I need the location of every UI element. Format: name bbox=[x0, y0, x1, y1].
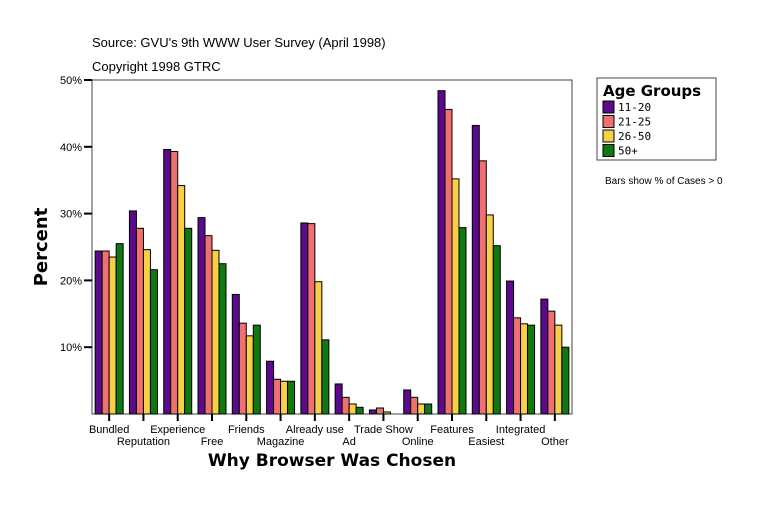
bar-other-11-20 bbox=[540, 298, 549, 415]
legend-swatch-21-25 bbox=[602, 115, 615, 128]
bar-already-use-26-50 bbox=[314, 281, 323, 415]
bar-reputation-50+ bbox=[149, 269, 158, 415]
bar-integrated-26-50 bbox=[520, 323, 529, 415]
bar-online-11-20 bbox=[403, 389, 412, 415]
x-axis-label: Why Browser Was Chosen bbox=[208, 451, 456, 471]
bar-features-26-50 bbox=[451, 178, 460, 415]
copyright-text: Copyright 1998 GTRC bbox=[92, 59, 221, 74]
bar-friends-26-50 bbox=[245, 335, 254, 415]
bar-features-50+ bbox=[458, 227, 467, 415]
bar-bundled-21-25 bbox=[101, 250, 110, 415]
y-axis-label: Percent bbox=[31, 207, 52, 286]
bar-easiest-11-20 bbox=[471, 124, 480, 415]
bar-online-21-25 bbox=[410, 396, 419, 415]
legend-swatch-50+ bbox=[602, 144, 615, 157]
bar-features-11-20 bbox=[437, 90, 446, 415]
bar-experience-11-20 bbox=[163, 148, 172, 415]
y-tick-label: 40% bbox=[60, 142, 82, 154]
y-tick-label: 20% bbox=[60, 275, 82, 287]
source-text: Source: GVU's 9th WWW User Survey (April… bbox=[92, 35, 386, 50]
bar-experience-26-50 bbox=[177, 185, 186, 415]
legend-label: 11-20 bbox=[618, 101, 651, 114]
bar-reputation-26-50 bbox=[142, 249, 151, 415]
y-tick-label: 50% bbox=[60, 75, 82, 87]
bar-online-50+ bbox=[424, 403, 433, 415]
y-tick-label: 30% bbox=[60, 209, 82, 221]
bar-ad-26-50 bbox=[348, 403, 357, 415]
x-tick-label: Trade Show bbox=[354, 424, 413, 436]
bar-other-26-50 bbox=[554, 324, 563, 415]
bar-friends-21-25 bbox=[238, 322, 247, 415]
bar-magazine-11-20 bbox=[266, 360, 275, 415]
bar-other-50+ bbox=[561, 346, 570, 415]
x-tick-label: Experience bbox=[150, 424, 205, 436]
bar-features-21-25 bbox=[444, 108, 453, 415]
legend-swatch-11-20 bbox=[602, 100, 615, 114]
y-tick-label: 10% bbox=[60, 342, 82, 354]
bar-magazine-21-25 bbox=[273, 378, 282, 415]
bar-other-21-25 bbox=[547, 310, 556, 415]
bar-integrated-21-25 bbox=[513, 317, 522, 415]
bar-easiest-26-50 bbox=[485, 214, 494, 415]
x-tick-label: Magazine bbox=[257, 436, 305, 448]
x-tick-label: Friends bbox=[228, 424, 265, 436]
bar-friends-11-20 bbox=[231, 293, 240, 415]
bar-magazine-26-50 bbox=[280, 380, 289, 415]
bar-trade-show-11-20 bbox=[368, 409, 377, 415]
plot-area bbox=[91, 79, 573, 415]
bar-free-11-20 bbox=[197, 217, 206, 415]
bar-magazine-50+ bbox=[287, 380, 296, 415]
legend-box bbox=[596, 77, 717, 161]
x-tick-label: Features bbox=[430, 424, 474, 436]
bar-free-50+ bbox=[218, 263, 227, 415]
bar-bundled-11-20 bbox=[94, 250, 103, 415]
bar-ad-21-25 bbox=[341, 396, 350, 415]
bar-easiest-21-25 bbox=[478, 160, 487, 415]
bar-easiest-50+ bbox=[492, 245, 501, 415]
x-tick-label: Easiest bbox=[468, 436, 504, 448]
x-tick-label: Already use bbox=[286, 424, 344, 436]
x-tick-label: Ad bbox=[342, 436, 355, 448]
x-tick-label: Other bbox=[541, 436, 569, 448]
bar-integrated-11-20 bbox=[506, 280, 515, 415]
legend-label: 26-50 bbox=[618, 130, 651, 143]
bar-experience-50+ bbox=[184, 227, 193, 415]
legend-swatch-26-50 bbox=[602, 129, 615, 143]
bar-friends-50+ bbox=[252, 324, 261, 415]
bar-integrated-50+ bbox=[527, 324, 536, 415]
bar-bundled-26-50 bbox=[108, 256, 117, 415]
bar-free-21-25 bbox=[204, 235, 213, 415]
bar-already-use-21-25 bbox=[307, 223, 316, 415]
legend-label: 21-25 bbox=[618, 116, 651, 129]
x-tick-label: Integrated bbox=[496, 424, 546, 436]
bar-experience-21-25 bbox=[170, 150, 179, 415]
bar-bundled-50+ bbox=[115, 243, 124, 415]
bar-already-use-50+ bbox=[321, 339, 330, 415]
x-tick-label: Free bbox=[201, 436, 224, 448]
bar-ad-11-20 bbox=[334, 383, 343, 415]
bar-already-use-11-20 bbox=[300, 222, 309, 415]
legend-title: Age Groups bbox=[603, 82, 701, 100]
x-tick-label: Online bbox=[402, 436, 434, 448]
bar-ad-50+ bbox=[355, 406, 364, 415]
bar-reputation-21-25 bbox=[135, 227, 144, 415]
x-tick-label: Bundled bbox=[89, 424, 129, 436]
bar-free-26-50 bbox=[211, 249, 220, 415]
bar-online-26-50 bbox=[417, 403, 426, 415]
bar-trade-show-26-50 bbox=[382, 411, 391, 415]
bar-reputation-11-20 bbox=[128, 210, 137, 415]
note-text: Bars show % of Cases > 0 bbox=[605, 176, 723, 187]
bar-trade-show-21-25 bbox=[375, 407, 384, 415]
x-tick-label: Reputation bbox=[117, 436, 170, 448]
legend-label: 50+ bbox=[618, 145, 638, 158]
